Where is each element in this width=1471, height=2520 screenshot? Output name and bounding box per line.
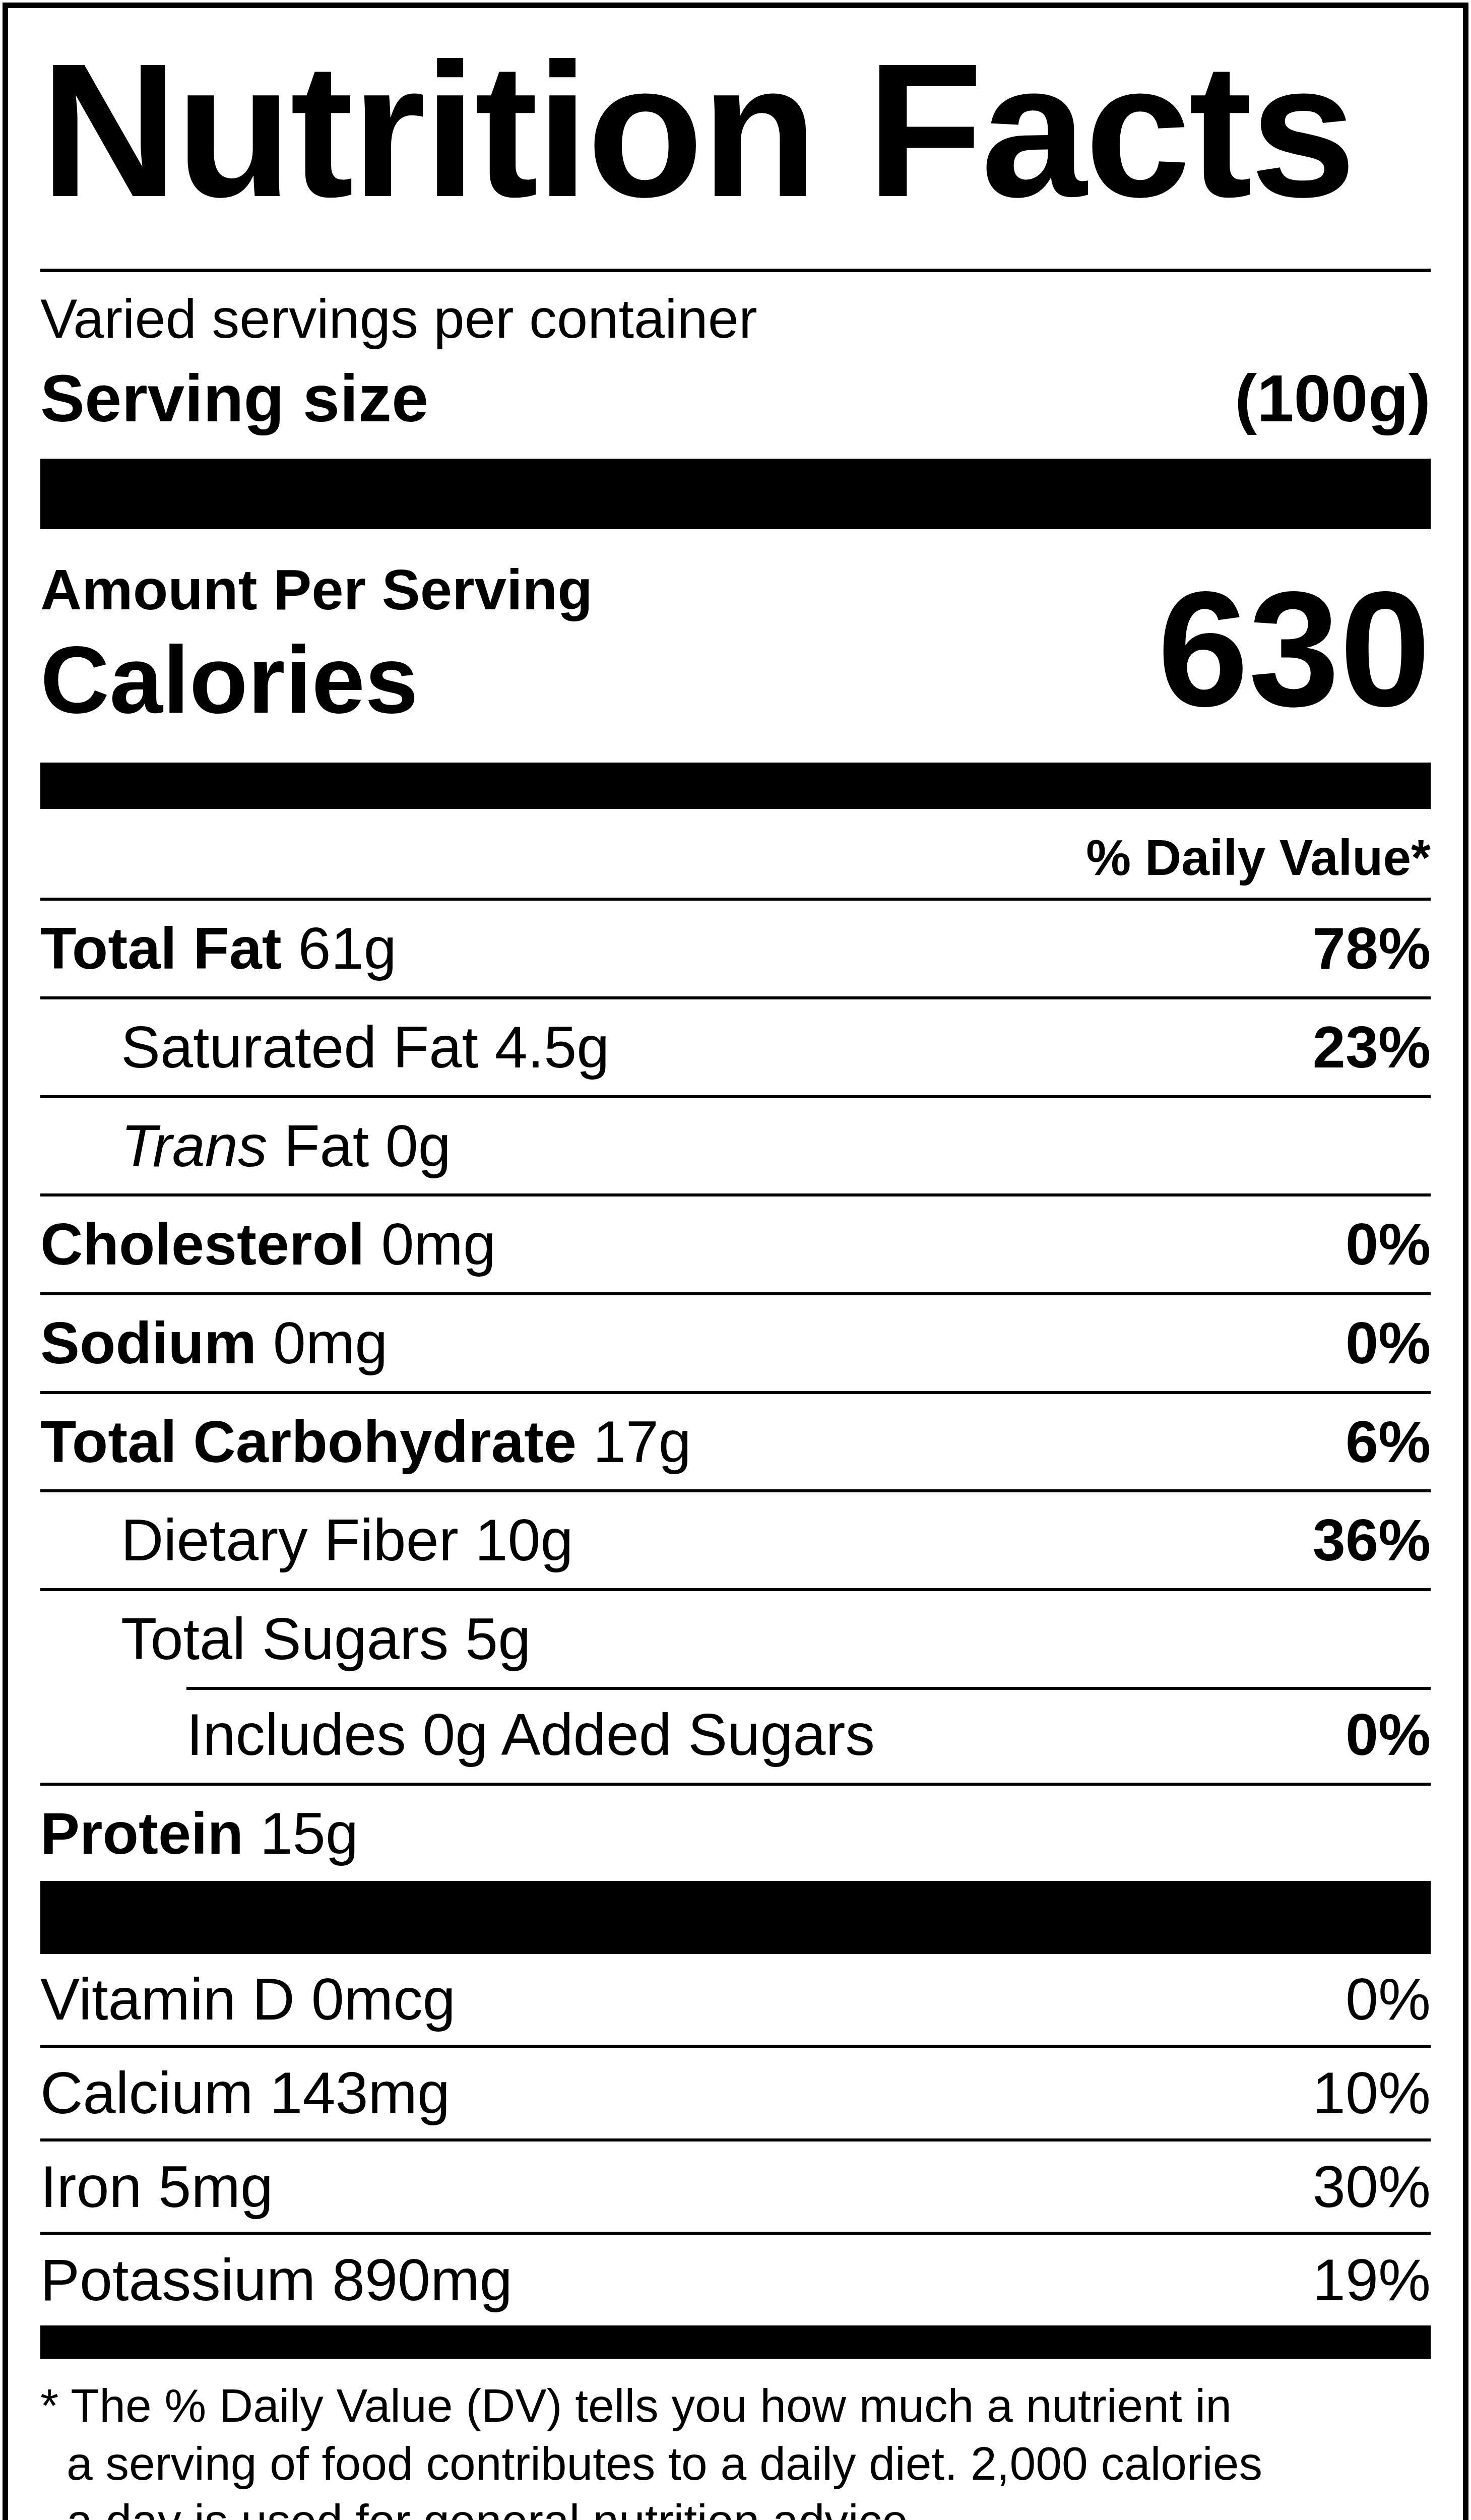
nutrient-amount: 15g — [260, 1800, 358, 1866]
nutrient-table: Total Fat61g 78% Saturated Fat 4.5g 23% T… — [40, 898, 1431, 1881]
thick-divider-bar — [40, 459, 1431, 529]
serving-size-row: Serving size (100g) — [40, 359, 1431, 438]
nutrient-amount: 17g — [593, 1409, 691, 1475]
servings-per-container: Varied servings per container — [40, 285, 1431, 352]
vitamin-amount: 143mg — [270, 2060, 450, 2126]
nutrient-amount: 5g — [465, 1606, 531, 1672]
daily-value-header: % Daily Value* — [40, 827, 1431, 898]
vitamin-name-amount: Calcium 143mg — [40, 2059, 450, 2127]
row-saturated-fat: Saturated Fat 4.5g 23% — [40, 996, 1431, 1095]
vitamin-amount: 5mg — [158, 2154, 273, 2220]
row-total-carbohydrate: Total Carbohydrate17g 6% — [40, 1391, 1431, 1490]
vitamin-name: Calcium — [40, 2060, 253, 2126]
label-title: Nutrition Facts — [40, 30, 1431, 230]
vitamin-dv: 10% — [1313, 2059, 1431, 2127]
nutrient-name-amount: Trans Fat 0g — [40, 1112, 451, 1180]
vitamin-name-amount: Potassium 890mg — [40, 2246, 513, 2314]
vitamin-amount: 0mcg — [311, 1966, 456, 2032]
nutrient-name: Saturated Fat — [121, 1014, 478, 1080]
serving-size-value: (100g) — [1235, 359, 1431, 438]
thick-divider-bar — [40, 1881, 1431, 1954]
vitamin-name-amount: Iron5mg — [40, 2153, 273, 2221]
nutrient-amount: 10g — [475, 1507, 573, 1573]
nutrient-name-amount: Cholesterol0mg — [40, 1210, 496, 1279]
amount-per-serving-label: Amount Per Serving — [40, 555, 593, 624]
row-added-sugars: Includes 0g Added Sugars 0% — [40, 1687, 1431, 1783]
nutrient-name-amount: Protein 15g — [40, 1799, 358, 1868]
row-vitamin-d: Vitamin D0mcg 0% — [40, 1954, 1431, 2045]
vitamin-amount: 890mg — [332, 2247, 513, 2313]
vitamin-dv: 19% — [1313, 2246, 1431, 2314]
nutrient-name: Cholesterol — [40, 1211, 365, 1277]
footnote-line-3: a day is used for general nutrition advi… — [40, 2492, 1431, 2520]
nutrition-facts-label: Nutrition Facts Varied servings per cont… — [3, 3, 1468, 2520]
nutrient-name: Dietary Fiber — [121, 1507, 459, 1573]
nutrient-dv: 23% — [1313, 1013, 1431, 1082]
nutrient-name-amount: Dietary Fiber10g — [40, 1506, 573, 1574]
row-calcium: Calcium 143mg 10% — [40, 2045, 1431, 2138]
daily-value-footnote: * The % Daily Value (DV) tells you how m… — [40, 2377, 1431, 2520]
vitamin-name: Vitamin D — [40, 1966, 295, 2032]
nutrient-name: Includes 0g Added Sugars — [186, 1702, 875, 1768]
footnote-line-1: * The % Daily Value (DV) tells you how m… — [40, 2377, 1431, 2434]
calories-left-column: Amount Per Serving Calories — [40, 555, 593, 727]
nutrient-amount: 0mg — [273, 1310, 388, 1376]
nutrient-name-amount: Includes 0g Added Sugars — [40, 1700, 891, 1769]
calories-value: 630 — [1158, 572, 1431, 727]
row-dietary-fiber: Dietary Fiber10g 36% — [40, 1489, 1431, 1588]
nutrient-amount: Fat 0g — [284, 1113, 451, 1179]
vitamin-name: Iron — [40, 2154, 142, 2220]
calories-block: Amount Per Serving Calories 630 — [40, 555, 1431, 727]
footnote-line-2: a serving of food contributes to a daily… — [40, 2435, 1431, 2492]
nutrient-name-amount: Total Fat61g — [40, 914, 397, 983]
row-sodium: Sodium0mg 0% — [40, 1292, 1431, 1391]
vitamin-dv: 30% — [1313, 2153, 1431, 2221]
nutrient-dv: 78% — [1313, 914, 1431, 983]
vitamin-name-amount: Vitamin D0mcg — [40, 1965, 456, 2034]
vitamin-name: Potassium — [40, 2247, 315, 2313]
row-total-fat: Total Fat61g 78% — [40, 898, 1431, 996]
row-trans-fat: Trans Fat 0g — [40, 1095, 1431, 1194]
nutrient-name: Total Sugars — [121, 1606, 449, 1672]
calories-label: Calories — [40, 632, 593, 727]
nutrient-amount: 61g — [298, 915, 397, 981]
nutrient-name: Sodium — [40, 1310, 257, 1376]
serving-size-label: Serving size — [40, 359, 428, 438]
vitamin-table: Vitamin D0mcg 0% Calcium 143mg 10% Iron5m… — [40, 1954, 1431, 2325]
nutrient-amount: 0mg — [381, 1211, 496, 1277]
vitamin-dv: 0% — [1346, 1965, 1431, 2034]
nutrient-dv: 0% — [1346, 1700, 1431, 1769]
nutrient-dv: 0% — [1346, 1210, 1431, 1279]
nutrient-name-amount: Total Sugars5g — [40, 1605, 531, 1673]
row-total-sugars: Total Sugars5g — [40, 1588, 1431, 1687]
title-divider — [40, 269, 1431, 272]
nutrient-name: Trans — [121, 1113, 267, 1179]
row-iron: Iron5mg 30% — [40, 2138, 1431, 2232]
row-potassium: Potassium 890mg 19% — [40, 2232, 1431, 2325]
nutrient-amount: 4.5g — [495, 1014, 610, 1080]
nutrient-name-amount: Total Carbohydrate17g — [40, 1408, 691, 1476]
nutrient-name: Total Fat — [40, 915, 282, 981]
nutrient-dv: 0% — [1346, 1309, 1431, 1377]
nutrient-name: Total Carbohydrate — [40, 1409, 577, 1475]
medium-divider-bar — [40, 2325, 1431, 2359]
row-cholesterol: Cholesterol0mg 0% — [40, 1193, 1431, 1292]
nutrient-dv: 6% — [1346, 1408, 1431, 1476]
nutrient-name: Protein — [40, 1800, 243, 1866]
nutrient-dv: 36% — [1313, 1506, 1431, 1574]
row-protein: Protein 15g — [40, 1783, 1431, 1881]
nutrient-name-amount: Saturated Fat 4.5g — [40, 1013, 609, 1082]
nutrient-name-amount: Sodium0mg — [40, 1309, 388, 1377]
medium-divider-bar — [40, 763, 1431, 809]
